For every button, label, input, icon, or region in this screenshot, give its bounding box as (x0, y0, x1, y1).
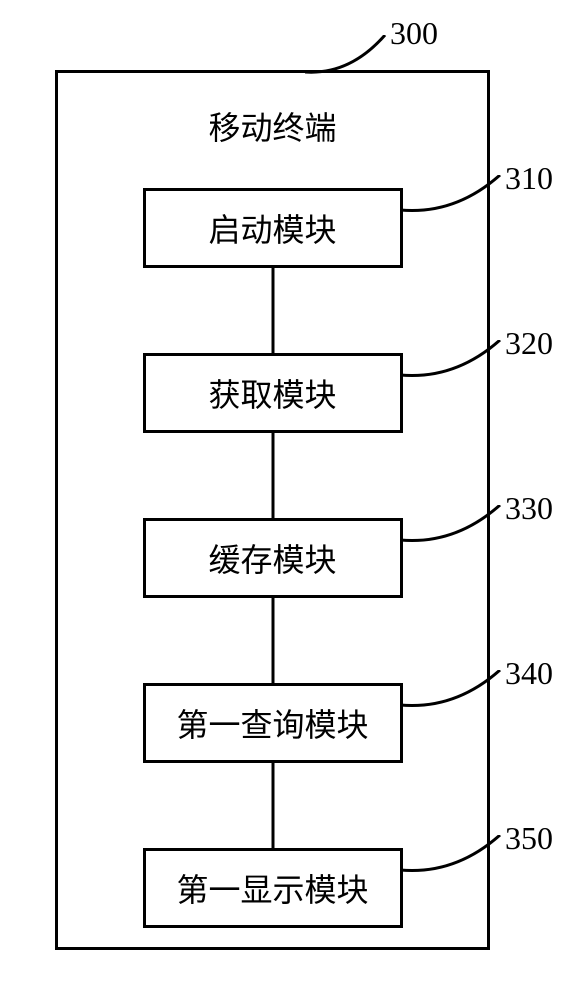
box-number-2: 320 (505, 325, 553, 362)
box-number-1: 310 (505, 160, 553, 197)
module-label-3: 缓存模块 (208, 535, 336, 581)
box-number-5: 350 (505, 820, 553, 857)
module-label-4: 第一查询模块 (176, 700, 368, 746)
module-box-5: 第一显示模块 (143, 848, 403, 928)
box-number-4: 340 (505, 655, 553, 692)
box-number-3: 330 (505, 490, 553, 527)
module-box-3: 缓存模块 (143, 518, 403, 598)
connector-1-2 (271, 268, 274, 353)
container-box: 移动终端 启动模块 获取模块 缓存模块 第一查询模块 第一显示模块 (55, 70, 490, 950)
module-box-4: 第一查询模块 (143, 683, 403, 763)
module-box-1: 启动模块 (143, 188, 403, 268)
module-box-2: 获取模块 (143, 353, 403, 433)
connector-2-3 (271, 433, 274, 518)
container-number-label: 300 (390, 15, 438, 52)
module-label-2: 获取模块 (208, 370, 336, 416)
module-label-5: 第一显示模块 (176, 865, 368, 911)
connector-3-4 (271, 598, 274, 683)
container-title: 移动终端 (208, 103, 336, 149)
module-label-1: 启动模块 (208, 205, 336, 251)
connector-4-5 (271, 763, 274, 848)
